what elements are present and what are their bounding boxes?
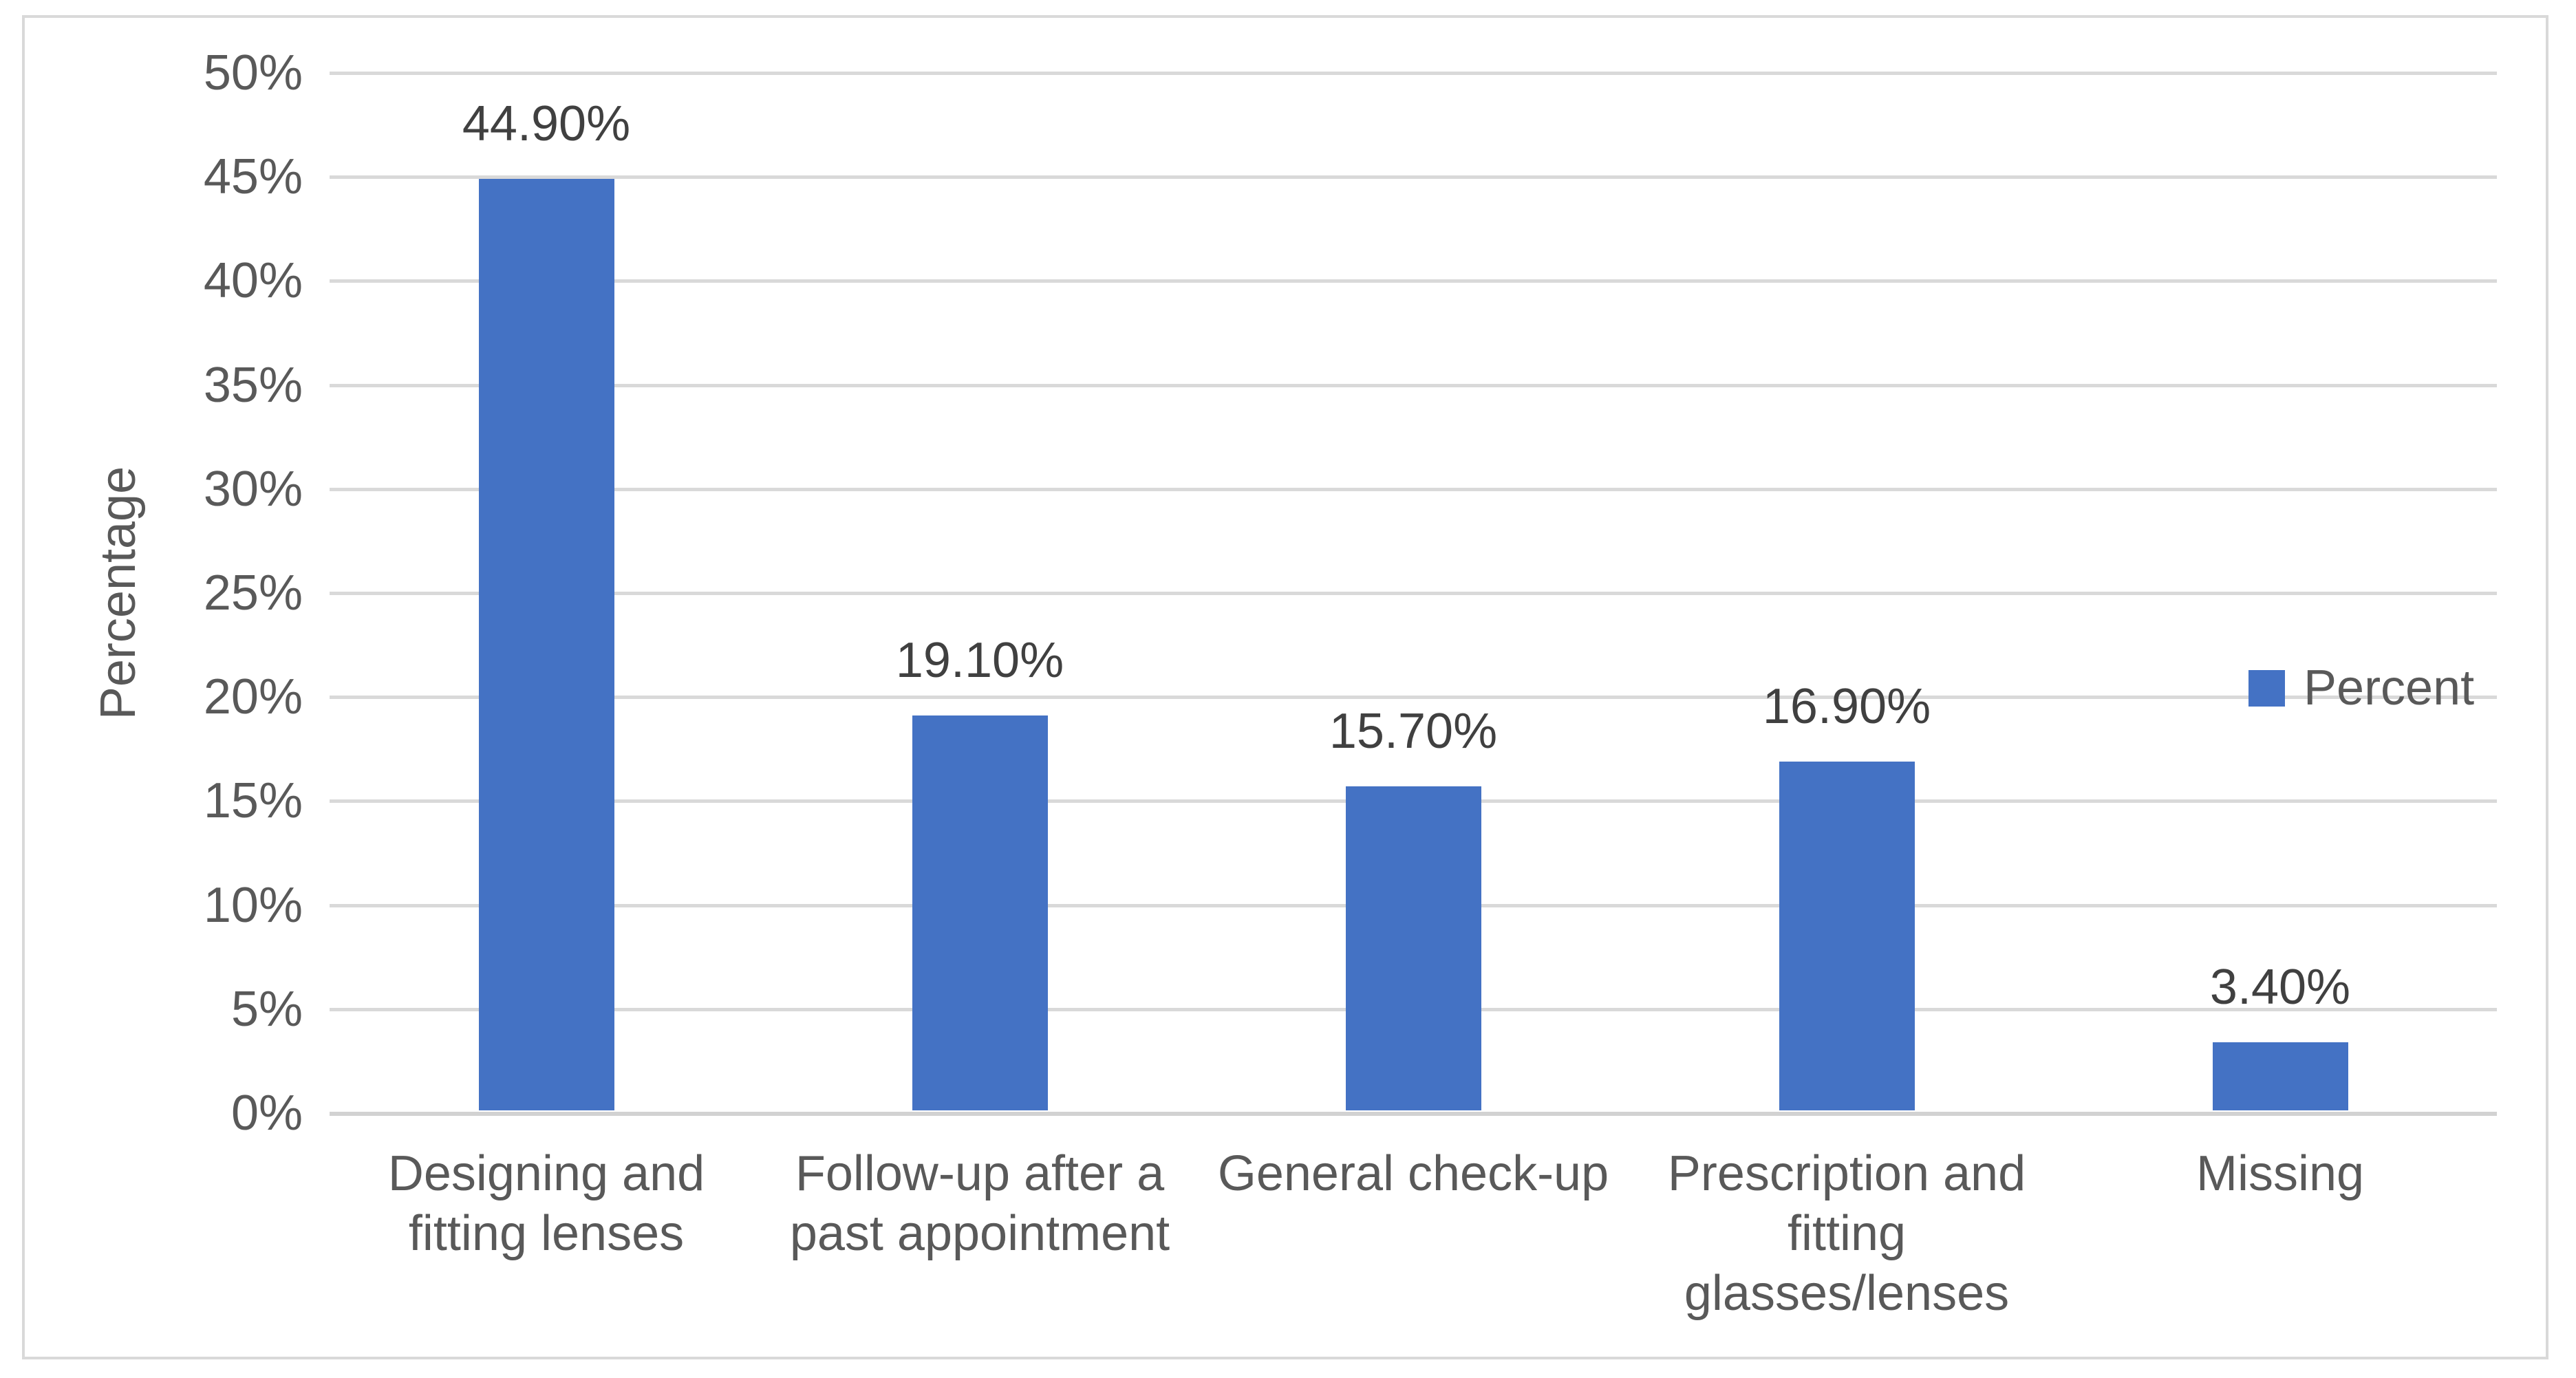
- y-tick-label: 50%: [203, 45, 303, 100]
- gridline-40%: [330, 279, 2497, 283]
- bar-4: [1779, 762, 1915, 1110]
- data-label: 16.90%: [1762, 679, 1931, 734]
- y-tick-label: 30%: [203, 462, 303, 517]
- data-label: 19.10%: [895, 633, 1064, 688]
- legend-label: Percent: [2304, 660, 2475, 715]
- gridline-30%: [330, 488, 2497, 491]
- bar-5: [2213, 1042, 2348, 1110]
- gridline-20%: [330, 696, 2497, 699]
- x-category-label: Designing and fitting lenses: [387, 1146, 705, 1261]
- y-tick-label: 40%: [203, 253, 303, 308]
- y-tick-label: 5%: [230, 982, 303, 1037]
- bar-2: [912, 715, 1048, 1110]
- y-tick-label: 45%: [203, 149, 303, 204]
- x-category-label: Prescription and fitting glasses/lenses: [1667, 1146, 2026, 1321]
- y-tick-label: 0%: [230, 1086, 303, 1141]
- data-label: 15.70%: [1329, 704, 1498, 759]
- y-tick-label: 10%: [203, 878, 303, 933]
- gridline-45%: [330, 175, 2497, 179]
- bar-1: [479, 179, 614, 1110]
- y-tick-label: 20%: [203, 669, 303, 724]
- data-label: 3.40%: [2209, 960, 2351, 1015]
- gridline-25%: [330, 592, 2497, 595]
- x-category-label: Follow-up after a past appointment: [789, 1146, 1170, 1261]
- legend-swatch-percent: [2248, 670, 2285, 707]
- y-tick-label: 35%: [203, 358, 303, 413]
- bar-3: [1346, 786, 1481, 1110]
- gridline-50%: [330, 72, 2497, 75]
- y-tick-label: 15%: [203, 773, 303, 828]
- x-category-label: General check-up: [1217, 1146, 1609, 1201]
- x-axis-line: [330, 1112, 2497, 1116]
- y-tick-label: 25%: [203, 566, 303, 621]
- x-category-label: Missing: [2196, 1146, 2365, 1201]
- gridline-35%: [330, 384, 2497, 387]
- chart-frame: [22, 15, 2548, 1359]
- data-label: 44.90%: [462, 96, 631, 151]
